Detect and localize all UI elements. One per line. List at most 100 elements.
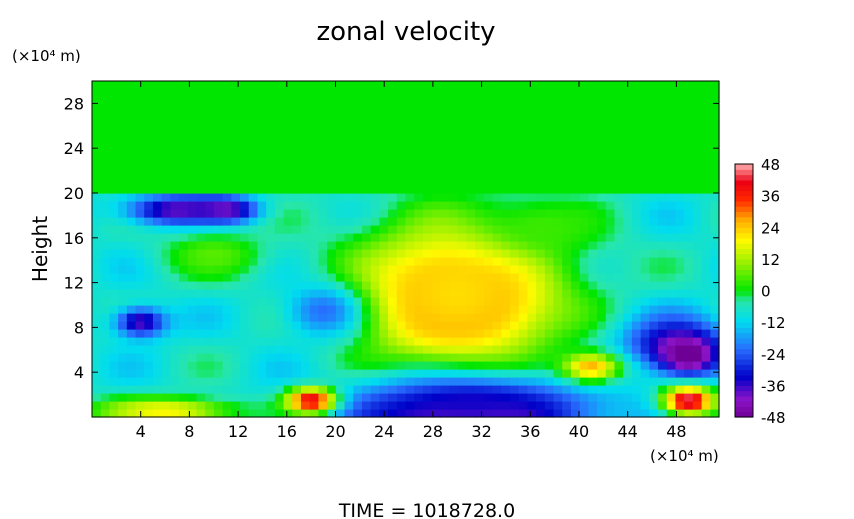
heatmap-cell: [466, 361, 476, 370]
heatmap-cell: [483, 385, 494, 394]
heatmap-cell: [666, 145, 677, 154]
heatmap-cell: [701, 281, 711, 290]
heatmap-cell: [623, 153, 633, 162]
heatmap-cell: [396, 273, 407, 282]
heatmap-cell: [161, 369, 171, 378]
heatmap-cell: [248, 201, 259, 210]
heatmap-cell: [266, 385, 276, 394]
heatmap-cell: [701, 105, 711, 114]
heatmap-cell: [92, 145, 102, 154]
heatmap-cell: [92, 353, 102, 362]
heatmap-cell: [309, 353, 320, 362]
heatmap-cell: [187, 281, 198, 290]
heatmap-cell: [431, 241, 441, 250]
heatmap-cell: [518, 105, 529, 114]
heatmap-cell: [240, 185, 250, 194]
heatmap-cell: [623, 313, 633, 322]
heatmap-cell: [440, 353, 450, 362]
heatmap-cell: [135, 185, 145, 194]
heatmap-cell: [353, 137, 363, 146]
heatmap-cell: [170, 289, 180, 298]
heatmap-cell: [475, 329, 485, 338]
heatmap-cell: [710, 337, 720, 346]
heatmap-cell: [248, 233, 259, 242]
heatmap-cell: [405, 185, 415, 194]
heatmap-cell: [213, 393, 224, 402]
heatmap-cell: [309, 241, 320, 250]
heatmap-cell: [213, 409, 224, 418]
heatmap-cell: [501, 241, 511, 250]
heatmap-cell: [309, 201, 320, 210]
heatmap-cell: [658, 361, 668, 370]
heatmap-cell: [126, 361, 137, 370]
heatmap-cell: [231, 169, 241, 178]
heatmap-cell: [126, 385, 137, 394]
heatmap-cell: [109, 265, 119, 274]
heatmap-cell: [266, 81, 276, 90]
heatmap-cell: [405, 217, 415, 226]
colorbar-swatch: [735, 411, 753, 418]
heatmap-cell: [126, 377, 137, 386]
heatmap-cell: [396, 241, 407, 250]
heatmap-cell: [240, 105, 250, 114]
heatmap-cell: [431, 289, 441, 298]
heatmap-cell: [449, 353, 459, 362]
heatmap-cell: [240, 249, 250, 258]
heatmap-cell: [205, 137, 215, 146]
heatmap-cell: [614, 305, 624, 314]
heatmap-cell: [710, 393, 720, 402]
heatmap-cell: [544, 233, 555, 242]
heatmap-cell: [135, 89, 145, 98]
heatmap-cell: [449, 281, 459, 290]
heatmap-cell: [518, 153, 529, 162]
heatmap-cell: [222, 113, 232, 122]
heatmap-cell: [344, 305, 354, 314]
heatmap-cell: [422, 361, 433, 370]
heatmap-cell: [292, 241, 302, 250]
heatmap-cell: [179, 169, 189, 178]
heatmap-cell: [196, 225, 206, 234]
colorbar-swatch: [735, 190, 753, 197]
heatmap-cell: [388, 393, 398, 402]
heatmap-cell: [510, 361, 520, 370]
heatmap-cell: [588, 81, 598, 90]
heatmap-cell: [231, 209, 241, 218]
heatmap-cell: [353, 201, 363, 210]
heatmap-cell: [388, 313, 398, 322]
heatmap-cell: [475, 145, 485, 154]
heatmap-cell: [544, 89, 555, 98]
heatmap-cell: [553, 409, 563, 418]
heatmap-cell: [405, 289, 415, 298]
heatmap-cell: [414, 337, 424, 346]
heatmap-cell: [588, 153, 598, 162]
heatmap-cell: [388, 185, 398, 194]
heatmap-cell: [536, 345, 546, 354]
heatmap-cell: [422, 337, 433, 346]
heatmap-cell: [614, 81, 624, 90]
heatmap-cell: [701, 225, 711, 234]
y-axis-label: Height: [28, 216, 52, 282]
heatmap-cell: [440, 393, 450, 402]
heatmap-cell: [309, 193, 320, 202]
heatmap-cell: [501, 409, 511, 418]
heatmap-cell: [309, 401, 320, 410]
heatmap-cell: [179, 313, 189, 322]
heatmap-cell: [597, 81, 607, 90]
heatmap-cell: [597, 153, 607, 162]
heatmap-cell: [483, 185, 494, 194]
heatmap-cell: [161, 273, 171, 282]
heatmap-cell: [388, 225, 398, 234]
heatmap-cell: [431, 233, 441, 242]
heatmap-cell: [309, 305, 320, 314]
heatmap-cell: [623, 249, 633, 258]
heatmap-cell: [109, 305, 119, 314]
heatmap-cell: [144, 337, 154, 346]
heatmap-cell: [579, 313, 589, 322]
heatmap-cell: [327, 321, 337, 330]
heatmap-cell: [274, 249, 285, 258]
heatmap-cell: [527, 129, 537, 138]
y-tick-label: 8: [74, 318, 84, 337]
heatmap-cell: [222, 217, 232, 226]
heatmap-cell: [692, 265, 703, 274]
heatmap-cell: [597, 297, 607, 306]
